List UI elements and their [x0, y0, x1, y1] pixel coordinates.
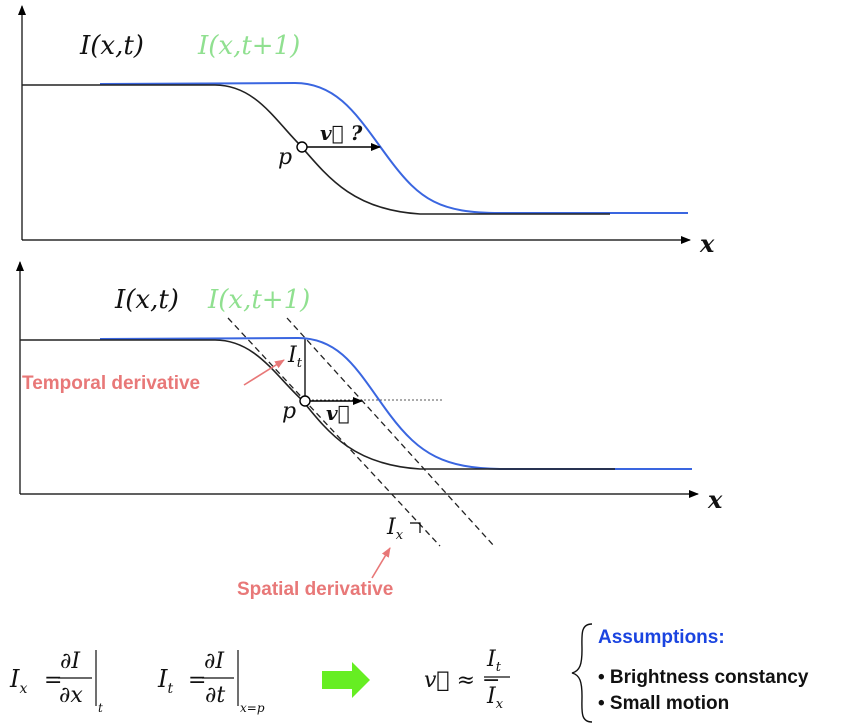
green-implication-arrow — [322, 662, 370, 698]
temporal-annotation-arrow — [243, 359, 285, 386]
bottom-label-velocity: v⃗ — [326, 401, 350, 425]
ix-label: Ix — [386, 515, 404, 543]
top-axis-x-label: x — [699, 229, 715, 258]
eq-v-lhs: v⃗ ≈ − — [424, 668, 500, 693]
top-label-p: p — [278, 145, 292, 170]
right-angle-marker — [410, 522, 421, 533]
top-label-velocity: v⃗ ? — [320, 121, 363, 145]
assumption-item-1: • Brightness constancy — [598, 667, 809, 688]
eq-ix-numerator: ∂I — [60, 649, 81, 674]
it-label: It — [287, 343, 303, 371]
spatial-annotation-arrow — [371, 547, 391, 579]
top-label-i-xt1: I(x,t+1) — [197, 31, 300, 61]
bottom-curve-blue — [99, 336, 692, 470]
eq-it-numerator: ∂I — [204, 649, 225, 674]
eq-v-numerator: It — [486, 647, 502, 675]
assumptions-title: Assumptions: — [598, 627, 725, 648]
top-panel: I(x,t) I(x,t+1) p v⃗ ? x — [18, 5, 715, 258]
eq-v-denominator: Ix — [486, 684, 504, 712]
top-point-p — [296, 141, 308, 153]
equations: Ix = ∂I ∂x t It = ∂I ∂t x=p v⃗ ≈ − It Ix — [9, 647, 510, 715]
bottom-axis-x-label: x — [707, 485, 723, 514]
eq-ix-lhs: Ix — [9, 665, 27, 697]
eq-ix-denominator: ∂x — [59, 683, 83, 708]
spatial-derivative-label: Spatial derivative — [237, 579, 393, 600]
assumption-item-2: • Small motion — [598, 693, 729, 714]
tangent-line-blue — [286, 317, 495, 547]
eq-it-eval: x=p — [240, 701, 265, 715]
bottom-label-i-xt1: I(x,t+1) — [207, 285, 310, 315]
temporal-derivative-label: Temporal derivative — [22, 373, 200, 394]
bottom-curve-black — [20, 339, 615, 470]
eq-it-equals: = — [188, 668, 206, 693]
bottom-point-p — [299, 395, 311, 407]
eq-it-lhs: It — [157, 665, 173, 697]
assumptions-block: Assumptions: • Brightness constancy • Sm… — [571, 623, 809, 723]
eq-ix-eval: t — [98, 701, 103, 715]
top-curve-blue — [99, 81, 688, 214]
eq-ix-equals: = — [44, 668, 62, 693]
bottom-panel: I(x,t) I(x,t+1) p v⃗ It Ix x Temporal de… — [16, 261, 723, 600]
bottom-label-p: p — [282, 399, 296, 424]
top-label-i-xt: I(x,t) — [79, 31, 144, 61]
tangent-line-black — [227, 317, 441, 547]
eq-it-denominator: ∂t — [205, 683, 225, 708]
bottom-label-i-xt: I(x,t) — [114, 285, 179, 315]
top-curve-black — [22, 84, 610, 215]
assumptions-brace — [571, 623, 593, 723]
